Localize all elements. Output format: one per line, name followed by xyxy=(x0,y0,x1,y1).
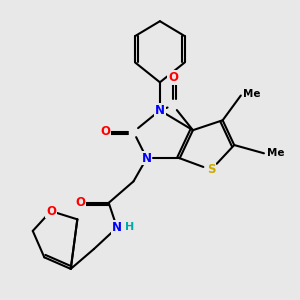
Text: N: N xyxy=(112,221,122,234)
Text: H: H xyxy=(125,222,134,232)
Text: N: N xyxy=(142,152,152,165)
Text: O: O xyxy=(76,196,85,209)
Text: O: O xyxy=(168,71,178,84)
Text: O: O xyxy=(46,205,56,218)
Text: S: S xyxy=(207,163,215,176)
Text: O: O xyxy=(100,125,110,138)
Text: Me: Me xyxy=(244,89,261,99)
Text: N: N xyxy=(155,104,165,117)
Text: Me: Me xyxy=(267,148,284,158)
